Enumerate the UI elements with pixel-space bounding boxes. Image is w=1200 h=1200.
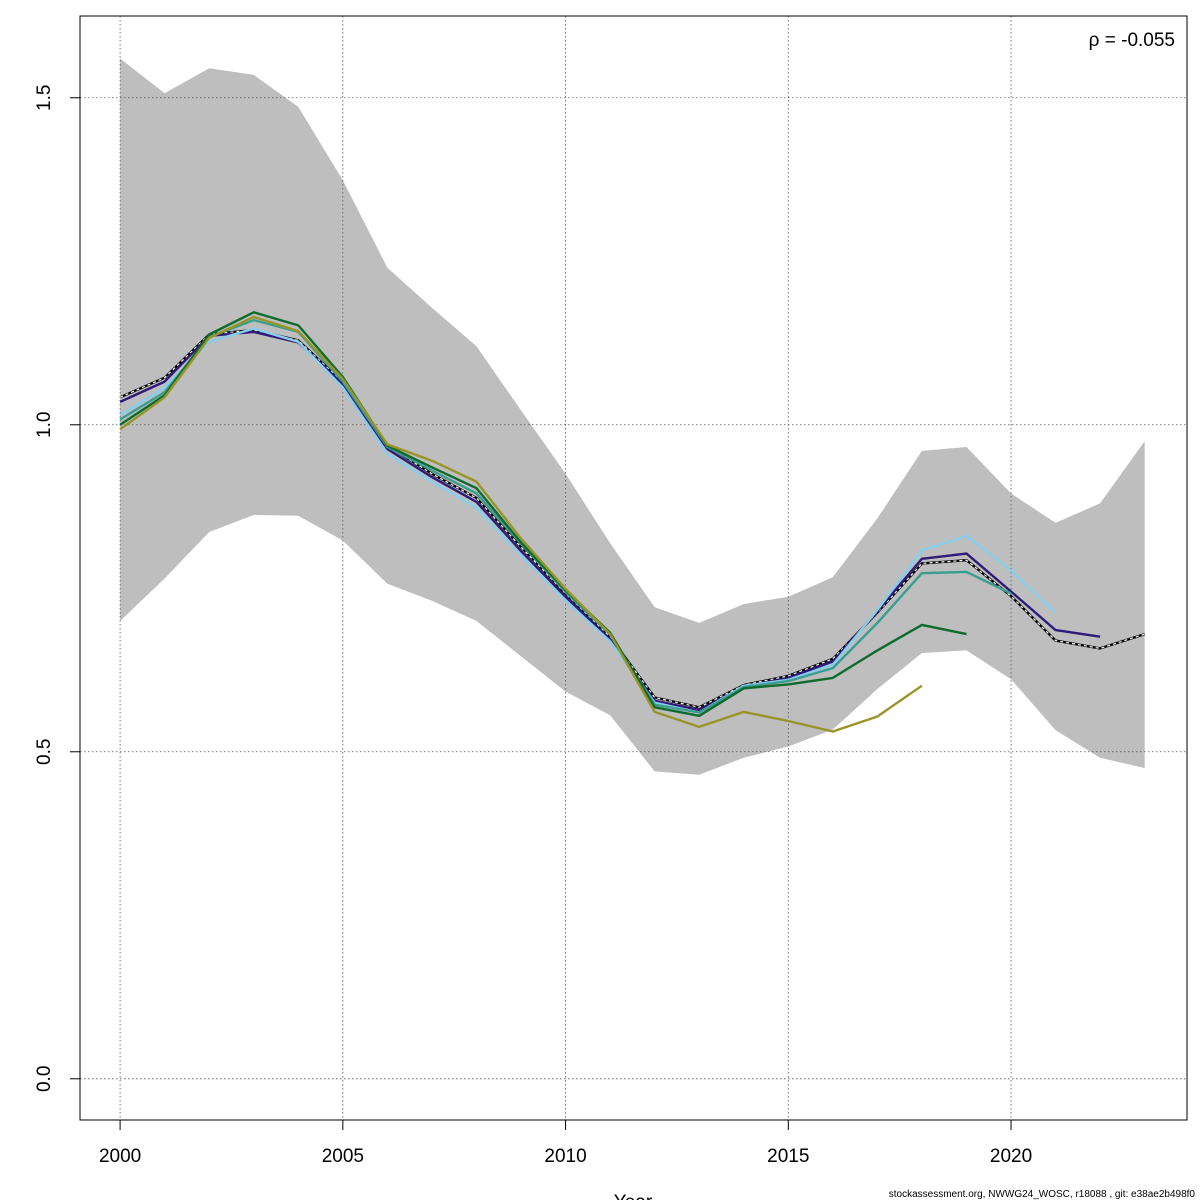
axis-layer: 2000 2005 2010 2015 2020 0.0 0.5 1.0 1.5 — [34, 85, 1032, 1167]
series-line-2 — [119, 330, 1101, 712]
x-axis-title: Year — [614, 1192, 653, 1200]
series-line-3 — [119, 327, 1057, 714]
y-tick-label: 0.0 — [34, 1066, 55, 1092]
grid-layer — [80, 16, 1187, 1120]
x-tick-label: 2020 — [990, 1146, 1032, 1167]
x-tick-label: 2005 — [322, 1146, 364, 1167]
series-layer — [119, 311, 1146, 733]
y-tick-label: 0.5 — [34, 739, 55, 765]
series-line-4 — [119, 318, 1012, 714]
series-line-6 — [119, 315, 923, 733]
x-tick-label: 2000 — [99, 1146, 141, 1167]
plot-frame — [79, 15, 1188, 1121]
rho-annotation: ρ = -0.055 — [1089, 30, 1175, 51]
x-tick-label: 2010 — [544, 1146, 586, 1167]
y-tick-label: 1.5 — [34, 85, 55, 111]
x-tick-label: 2015 — [767, 1146, 809, 1167]
y-tick-label: 1.0 — [34, 412, 55, 438]
series-line-5 — [119, 311, 967, 717]
footer-text: stockassessment.org, NWWG24_WOSC, r18088… — [889, 1189, 1196, 1200]
